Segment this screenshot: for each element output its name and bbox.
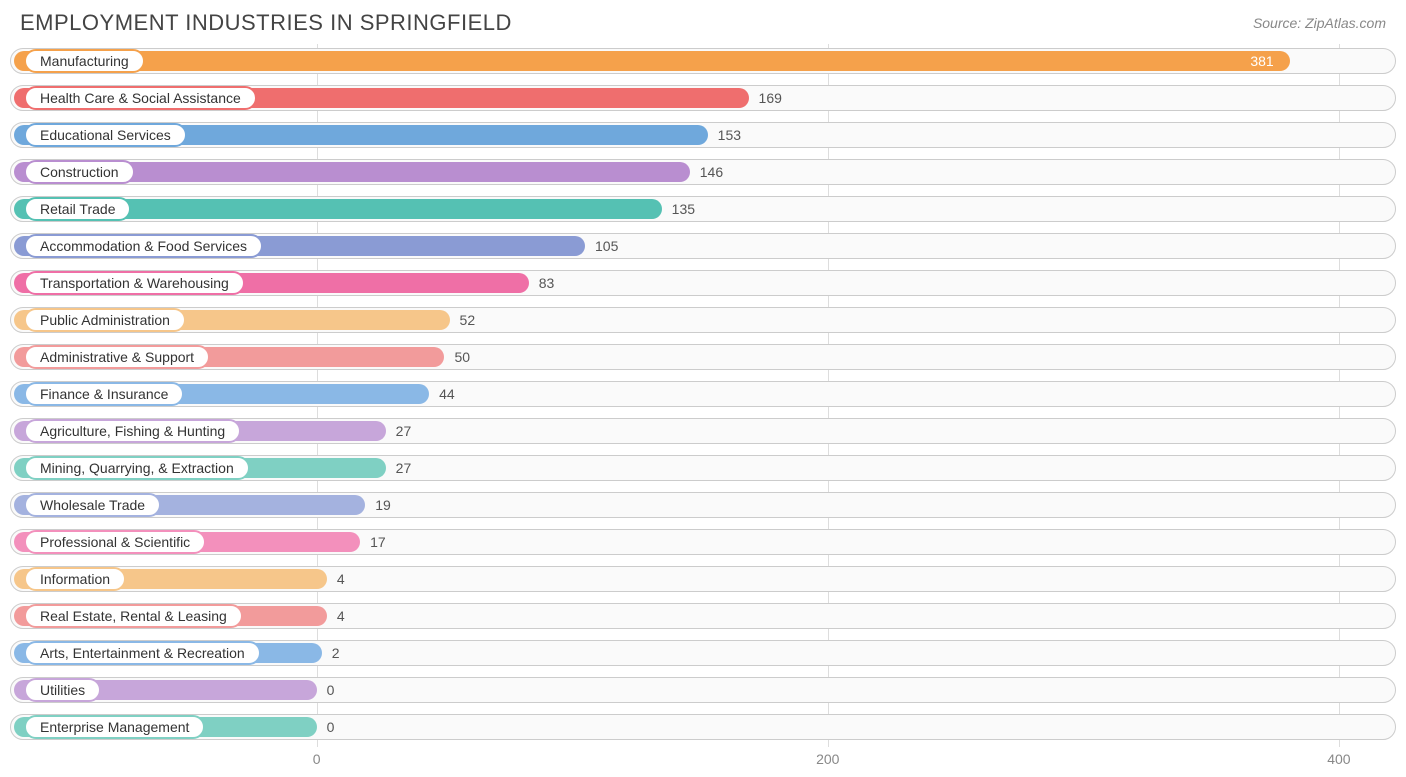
bar-label-pill: Arts, Entertainment & Recreation (24, 641, 261, 665)
bar-label-pill: Professional & Scientific (24, 530, 206, 554)
bar-row: Utilities 0 (10, 673, 1396, 707)
bar-row: Administrative & Support 50 (10, 340, 1396, 374)
chart-area: Manufacturing 381 Health Care & Social Ass… (0, 44, 1406, 775)
x-axis: 0 200 400 (10, 747, 1396, 775)
bar-label-pill: Manufacturing (24, 49, 145, 73)
bar-row: Real Estate, Rental & Leasing 4 (10, 599, 1396, 633)
bar-row: Retail Trade 135 (10, 192, 1396, 226)
source-label: Source: ZipAtlas.com (1253, 15, 1386, 31)
bar-value: 2 (332, 645, 340, 661)
bar-value: 27 (396, 423, 412, 439)
bar-value: 381 (1250, 53, 1273, 69)
bar-value: 50 (454, 349, 470, 365)
x-tick: 400 (1327, 751, 1350, 767)
bar-row: Information 4 (10, 562, 1396, 596)
bar-value: 4 (337, 571, 345, 587)
bar-value: 135 (672, 201, 695, 217)
bar-value: 44 (439, 386, 455, 402)
x-tick: 0 (313, 751, 321, 767)
bar-value: 4 (337, 608, 345, 624)
bar-label-pill: Construction (24, 160, 135, 184)
bar-label-pill: Enterprise Management (24, 715, 205, 739)
bar-label-pill: Public Administration (24, 308, 186, 332)
bar-row: Wholesale Trade 19 (10, 488, 1396, 522)
bar-label-pill: Agriculture, Fishing & Hunting (24, 419, 241, 443)
bar-row: Professional & Scientific 17 (10, 525, 1396, 559)
header: EMPLOYMENT INDUSTRIES IN SPRINGFIELD Sou… (0, 0, 1406, 44)
bar-label-pill: Real Estate, Rental & Leasing (24, 604, 243, 628)
chart-title: EMPLOYMENT INDUSTRIES IN SPRINGFIELD (20, 10, 512, 36)
plot-area: Manufacturing 381 Health Care & Social Ass… (10, 44, 1396, 775)
bar-label-pill: Administrative & Support (24, 345, 210, 369)
bar-label-pill: Utilities (24, 678, 101, 702)
bar-value: 105 (595, 238, 618, 254)
bar-label-pill: Wholesale Trade (24, 493, 161, 517)
bars-container: Manufacturing 381 Health Care & Social Ass… (10, 44, 1396, 744)
bar-label-pill: Retail Trade (24, 197, 131, 221)
bar-row: Transportation & Warehousing 83 (10, 266, 1396, 300)
bar-row: Health Care & Social Assistance 169 (10, 81, 1396, 115)
bar-label-pill: Transportation & Warehousing (24, 271, 245, 295)
bar-label-pill: Educational Services (24, 123, 187, 147)
bar-fill (14, 51, 1290, 71)
bar-row: Manufacturing 381 (10, 44, 1396, 78)
bar-label-pill: Information (24, 567, 126, 591)
bar-row: Mining, Quarrying, & Extraction 27 (10, 451, 1396, 485)
bar-row: Accommodation & Food Services 105 (10, 229, 1396, 263)
bar-label-pill: Finance & Insurance (24, 382, 184, 406)
bar-row: Public Administration 52 (10, 303, 1396, 337)
bar-value: 83 (539, 275, 555, 291)
bar-value: 146 (700, 164, 723, 180)
bar-row: Arts, Entertainment & Recreation 2 (10, 636, 1396, 670)
bar-value: 52 (460, 312, 476, 328)
bar-value: 17 (370, 534, 386, 550)
bar-label-pill: Health Care & Social Assistance (24, 86, 257, 110)
x-tick: 200 (816, 751, 839, 767)
bar-value: 0 (327, 719, 335, 735)
bar-value: 169 (759, 90, 782, 106)
bar-row: Construction 146 (10, 155, 1396, 189)
bar-row: Enterprise Management 0 (10, 710, 1396, 744)
bar-value: 27 (396, 460, 412, 476)
bar-row: Finance & Insurance 44 (10, 377, 1396, 411)
bar-value: 19 (375, 497, 391, 513)
bar-label-pill: Accommodation & Food Services (24, 234, 263, 258)
bar-value: 153 (718, 127, 741, 143)
bar-row: Agriculture, Fishing & Hunting 27 (10, 414, 1396, 448)
bar-value: 0 (327, 682, 335, 698)
bar-row: Educational Services 153 (10, 118, 1396, 152)
bar-label-pill: Mining, Quarrying, & Extraction (24, 456, 250, 480)
